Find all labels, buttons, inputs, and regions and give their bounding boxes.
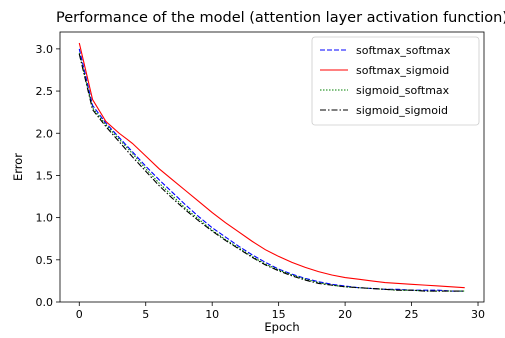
chart-title: Performance of the model (attention laye… (56, 10, 505, 26)
x-axis-label: Epoch (264, 320, 299, 334)
y-tick-label: 1.0 (36, 212, 54, 225)
y-tick-label: 0.0 (36, 296, 54, 309)
y-tick-label: 2.0 (36, 127, 54, 140)
y-tick-label: 2.5 (36, 85, 54, 98)
x-tick-label: 0 (76, 308, 83, 321)
y-axis-ticks: 0.0 0.5 1.0 1.5 2.0 2.5 3.0 (36, 43, 60, 309)
x-tick-label: 15 (272, 308, 286, 321)
legend-label-softmax-softmax: softmax_softmax (356, 44, 451, 57)
x-tick-label: 25 (405, 308, 419, 321)
legend-label-sigmoid-softmax: sigmoid_softmax (356, 84, 450, 97)
series-line-softmax-sigmoid (78, 42, 465, 289)
series-line-softmax-softmax (78, 48, 465, 292)
legend-label-sigmoid-sigmoid: sigmoid_sigmoid (356, 104, 448, 117)
x-tick-label: 10 (205, 308, 219, 321)
legend-box (311, 36, 480, 126)
y-tick-label: 0.5 (36, 254, 54, 267)
legend-label-softmax-sigmoid: softmax_sigmoid (356, 64, 449, 77)
y-tick-label: 1.5 (36, 169, 54, 182)
y-axis-label: Error (11, 153, 25, 181)
y-tick-label: 3.0 (36, 43, 54, 56)
plot-lines (78, 42, 465, 292)
x-tick-label: 30 (471, 308, 485, 321)
x-tick-label: 20 (338, 308, 352, 321)
x-axis-ticks: 0 5 10 15 20 25 30 (76, 302, 485, 321)
plot-frame (59, 31, 485, 303)
legend: softmax_softmax softmax_sigmoid sigmoid_so… (311, 36, 480, 126)
x-tick-label: 5 (142, 308, 149, 321)
series-line-sigmoid-sigmoid (78, 53, 465, 292)
